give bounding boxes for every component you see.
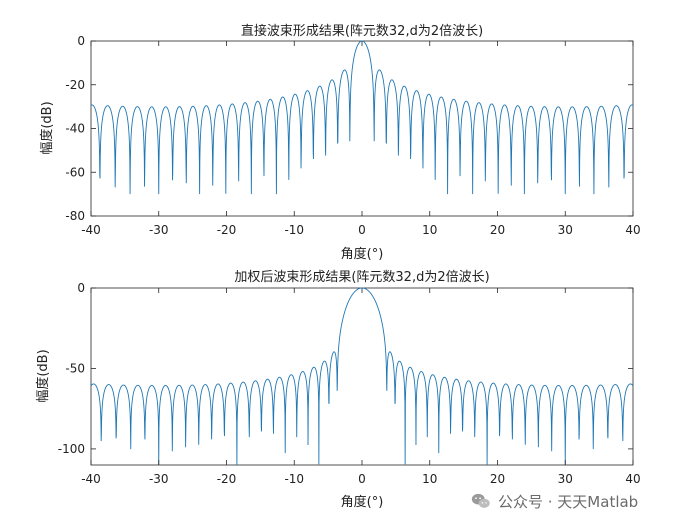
chart-title: 加权后波束形成结果(阵元数32,d为2倍波长) <box>234 269 489 285</box>
axes-box <box>90 40 634 217</box>
subplot-weighted-beamforming: 加权后波束形成结果(阵元数32,d为2倍波长) -40 -30 -20 -10 0 10 2… <box>35 269 641 510</box>
y-axis-label: 幅度(dB) <box>39 101 55 154</box>
y-tick-label: -40 <box>65 122 85 136</box>
x-tick-label: -20 <box>217 472 237 486</box>
x-tick-label: 30 <box>558 223 573 237</box>
chart-title: 直接波束形成结果(阵元数32,d为2倍波长) <box>241 23 483 39</box>
y-tick-label: -80 <box>65 209 85 223</box>
plot-area <box>90 287 634 466</box>
x-tick-label: 0 <box>358 472 366 486</box>
subplot-direct-beamforming: 直接波束形成结果(阵元数32,d为2倍波长) -40 -30 -20 -10 0 10 20… <box>39 23 641 262</box>
watermark: 公众号 · 天天Matlab <box>470 488 638 514</box>
x-axis-label: 角度(°) <box>341 246 384 262</box>
x-tick-label: 40 <box>625 223 640 237</box>
axes-box <box>90 287 634 466</box>
y-axis-ticks: -80 -60 -40 -20 0 <box>65 34 633 223</box>
x-tick-label: -40 <box>81 472 101 486</box>
y-tick-label: 0 <box>77 281 85 295</box>
x-tick-label: -40 <box>81 223 101 237</box>
x-tick-label: -20 <box>217 223 237 237</box>
y-tick-label: -100 <box>58 442 85 456</box>
y-axis-ticks: -100 -50 0 <box>58 281 633 456</box>
y-tick-label: -50 <box>65 361 85 375</box>
x-tick-label: 30 <box>558 472 573 486</box>
x-tick-label: -30 <box>149 472 169 486</box>
x-tick-label: 0 <box>358 223 366 237</box>
x-axis-label: 角度(°) <box>341 494 384 510</box>
wechat-icon <box>471 493 490 508</box>
watermark-text: 公众号 · 天天Matlab <box>498 492 639 511</box>
x-tick-label: 20 <box>490 472 505 486</box>
x-axis-ticks: -40 -30 -20 -10 0 10 20 30 40 <box>81 41 641 237</box>
y-tick-label: -20 <box>65 78 85 92</box>
y-axis-label: 幅度(dB) <box>35 349 51 402</box>
x-tick-label: 20 <box>490 223 505 237</box>
x-tick-label: -10 <box>284 223 304 237</box>
y-tick-label: -60 <box>65 165 85 179</box>
x-tick-label: -10 <box>284 472 304 486</box>
plot-area <box>90 40 634 217</box>
x-tick-label: 10 <box>422 472 437 486</box>
x-axis-ticks: -40 -30 -20 -10 0 10 20 30 40 <box>81 288 641 486</box>
x-tick-label: -30 <box>149 223 169 237</box>
x-tick-label: 10 <box>422 223 437 237</box>
x-tick-label: 40 <box>625 472 640 486</box>
y-tick-label: 0 <box>77 34 85 48</box>
